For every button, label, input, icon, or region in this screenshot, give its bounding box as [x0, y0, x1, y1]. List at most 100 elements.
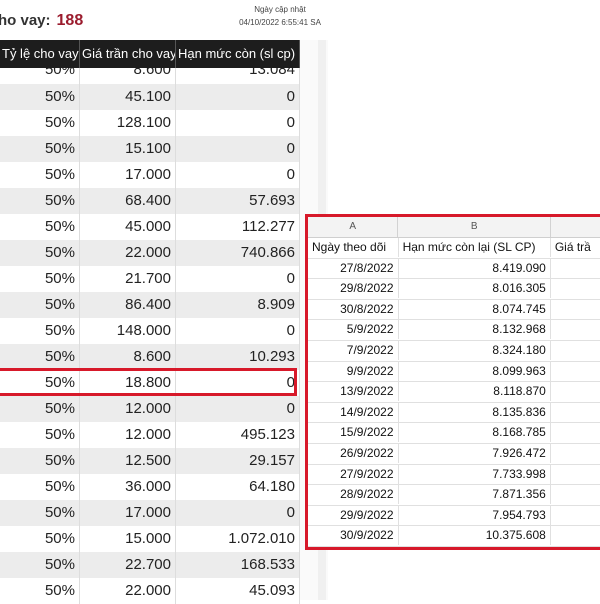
table-row[interactable]: 50% 15.000 1.072.010 [0, 526, 300, 552]
sheet-header-cap-price[interactable]: Giá trầ [551, 238, 600, 257]
cell-remaining: 740.866 [176, 240, 300, 266]
column-header-loan-ratio[interactable]: Tỷ lệ cho vay [0, 40, 80, 68]
sheet-cell-date[interactable]: 27/8/2022 [308, 258, 399, 278]
table-row[interactable]: 50% 86.400 8.909 [0, 292, 300, 318]
sheet-cell-remaining[interactable]: 7.733.998 [399, 464, 551, 484]
cell-cap-price: 12.000 [80, 396, 176, 422]
cell-ratio: 50% [0, 214, 80, 240]
table-row[interactable]: 50% 12.500 29.157 [0, 448, 300, 474]
cell-remaining: 57.693 [176, 188, 300, 214]
table-row[interactable]: 50% 128.100 0 [0, 110, 300, 136]
sheet-cell-empty[interactable] [551, 320, 600, 339]
sheet-cell-date[interactable]: 29/9/2022 [308, 505, 399, 525]
table-row[interactable]: 50% 45.000 112.277 [0, 214, 300, 240]
cell-ratio: 50% [0, 552, 80, 578]
sheet-row: 3/10/20220 [308, 546, 600, 548]
cell-ratio: 50% [0, 578, 80, 604]
table-row[interactable]: 50% 68.400 57.693 [0, 188, 300, 214]
sheet-cell-empty[interactable] [551, 362, 600, 381]
sheet-cell-remaining[interactable]: 8.419.090 [399, 258, 551, 278]
sheet-cell-empty[interactable] [551, 423, 600, 442]
sheet-header-date[interactable]: Ngày theo dõi [308, 238, 399, 257]
sheet-cell-empty[interactable] [551, 259, 600, 278]
sheet-cell-empty[interactable] [551, 526, 600, 545]
sheet-cell-remaining[interactable]: 8.016.305 [399, 279, 551, 299]
sheet-cell-remaining[interactable]: 10.375.608 [399, 526, 551, 546]
sheet-cell-empty[interactable] [551, 444, 600, 463]
sheet-cell-remaining[interactable]: 7.954.793 [399, 505, 551, 525]
sheet-cell-empty[interactable] [551, 465, 600, 484]
sheet-cell-date[interactable]: 14/9/2022 [308, 402, 399, 422]
cell-cap-price: 18.800 [80, 370, 176, 396]
sheet-cell-remaining[interactable]: 8.135.836 [399, 402, 551, 422]
sheet-row: 27/8/2022 8.419.090 [308, 258, 600, 280]
sheet-cell-remaining[interactable]: 7.871.356 [399, 485, 551, 505]
sheet-cell-remaining[interactable]: 8.099.963 [399, 361, 551, 381]
sheet-cell-date[interactable]: 7/9/2022 [308, 340, 399, 360]
sheet-cell-empty[interactable] [551, 300, 600, 319]
column-header-loan-cap-price[interactable]: Giá trần cho vay [80, 40, 176, 68]
table-row[interactable]: 50% 15.100 0 [0, 136, 300, 162]
table-row[interactable]: 50% 21.700 0 [0, 266, 300, 292]
table-row[interactable]: 50% 148.000 0 [0, 318, 300, 344]
table-row[interactable]: 50% 18.800 0 [0, 370, 300, 396]
sheet-cell-date[interactable]: 13/9/2022 [308, 382, 399, 402]
table-row[interactable]: 50% 12.000 0 [0, 396, 300, 422]
column-letter-c[interactable] [551, 217, 600, 237]
sheet-cell-date[interactable]: 27/9/2022 [308, 464, 399, 484]
sheet-cell-empty[interactable] [551, 279, 600, 298]
sheet-cell-empty[interactable] [551, 403, 600, 422]
sheet-row: 9/9/2022 8.099.963 [308, 361, 600, 383]
sheet-cell-empty[interactable] [551, 341, 600, 360]
table-row[interactable]: 50% 36.000 64.180 [0, 474, 300, 500]
sheet-cell-empty[interactable] [551, 485, 600, 504]
table-row[interactable]: 50% 45.100 0 [0, 84, 300, 110]
sheet-cell-date[interactable]: 30/9/2022 [308, 526, 399, 546]
cell-cap-price: 68.400 [80, 188, 176, 214]
sheet-cell-date[interactable]: 30/8/2022 [308, 299, 399, 319]
sheet-cell-date[interactable]: 5/9/2022 [308, 320, 399, 340]
sheet-cell-remaining[interactable]: 8.074.745 [399, 299, 551, 319]
table-row[interactable]: 50% 12.000 495.123 [0, 422, 300, 448]
column-letter-a[interactable]: A [308, 217, 399, 237]
sheet-cell-date[interactable]: 15/9/2022 [308, 423, 399, 443]
sheet-cell-remaining[interactable]: 8.168.785 [399, 423, 551, 443]
sheet-row: 7/9/2022 8.324.180 [308, 340, 600, 362]
sheet-cell-remaining[interactable]: 8.324.180 [399, 340, 551, 360]
sheet-row: 15/9/2022 8.168.785 [308, 423, 600, 444]
sheet-cell-date[interactable]: 28/9/2022 [308, 485, 399, 505]
sheet-cell-empty[interactable] [551, 506, 600, 525]
cell-ratio: 50% [0, 500, 80, 526]
sheet-cell-date[interactable]: 29/8/2022 [308, 279, 399, 299]
cell-remaining: 0 [176, 396, 300, 422]
column-letters: A B [308, 217, 600, 238]
cell-ratio: 50% [0, 318, 80, 344]
table-row[interactable]: 50% 17.000 0 [0, 500, 300, 526]
sheet-cell-empty[interactable] [551, 382, 600, 401]
sheet-cell-remaining[interactable]: 0 [399, 546, 551, 547]
sheet-cell-empty[interactable] [551, 547, 600, 548]
sheet-row: 26/9/2022 7.926.472 [308, 443, 600, 465]
cell-cap-price: 15.000 [80, 526, 176, 552]
column-letter-b[interactable]: B [398, 217, 551, 237]
sheet-cell-remaining[interactable]: 7.926.472 [399, 443, 551, 463]
cell-cap-price: 128.100 [80, 110, 176, 136]
table-row[interactable]: 50% 22.700 168.533 [0, 552, 300, 578]
table-row[interactable]: 50% 22.000 45.093 [0, 578, 300, 604]
cell-cap-price: 22.000 [80, 240, 176, 266]
table-row[interactable]: 50% 17.000 0 [0, 162, 300, 188]
column-header-remaining-limit[interactable]: Hạn mức còn (sl cp) [176, 40, 300, 68]
sheet-header-row: Ngày theo dõi Hạn mức còn lại (SL CP) Gi… [308, 238, 600, 259]
cell-ratio: 50% [0, 136, 80, 162]
cell-remaining: 1.072.010 [176, 526, 300, 552]
cell-remaining: 64.180 [176, 474, 300, 500]
sheet-header-remaining[interactable]: Hạn mức còn lại (SL CP) [399, 238, 551, 257]
sheet-cell-date[interactable]: 3/10/2022 [308, 546, 399, 547]
table-row[interactable]: 50% 8.600 10.293 [0, 344, 300, 370]
cell-cap-price: 12.500 [80, 448, 176, 474]
table-row[interactable]: 50% 22.000 740.866 [0, 240, 300, 266]
sheet-cell-date[interactable]: 26/9/2022 [308, 443, 399, 463]
sheet-cell-remaining[interactable]: 8.132.968 [399, 320, 551, 340]
sheet-cell-remaining[interactable]: 8.118.870 [399, 382, 551, 402]
sheet-cell-date[interactable]: 9/9/2022 [308, 361, 399, 381]
